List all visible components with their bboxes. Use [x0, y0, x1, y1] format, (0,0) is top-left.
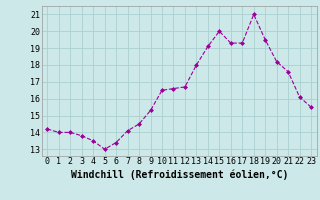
X-axis label: Windchill (Refroidissement éolien,°C): Windchill (Refroidissement éolien,°C): [70, 169, 288, 180]
